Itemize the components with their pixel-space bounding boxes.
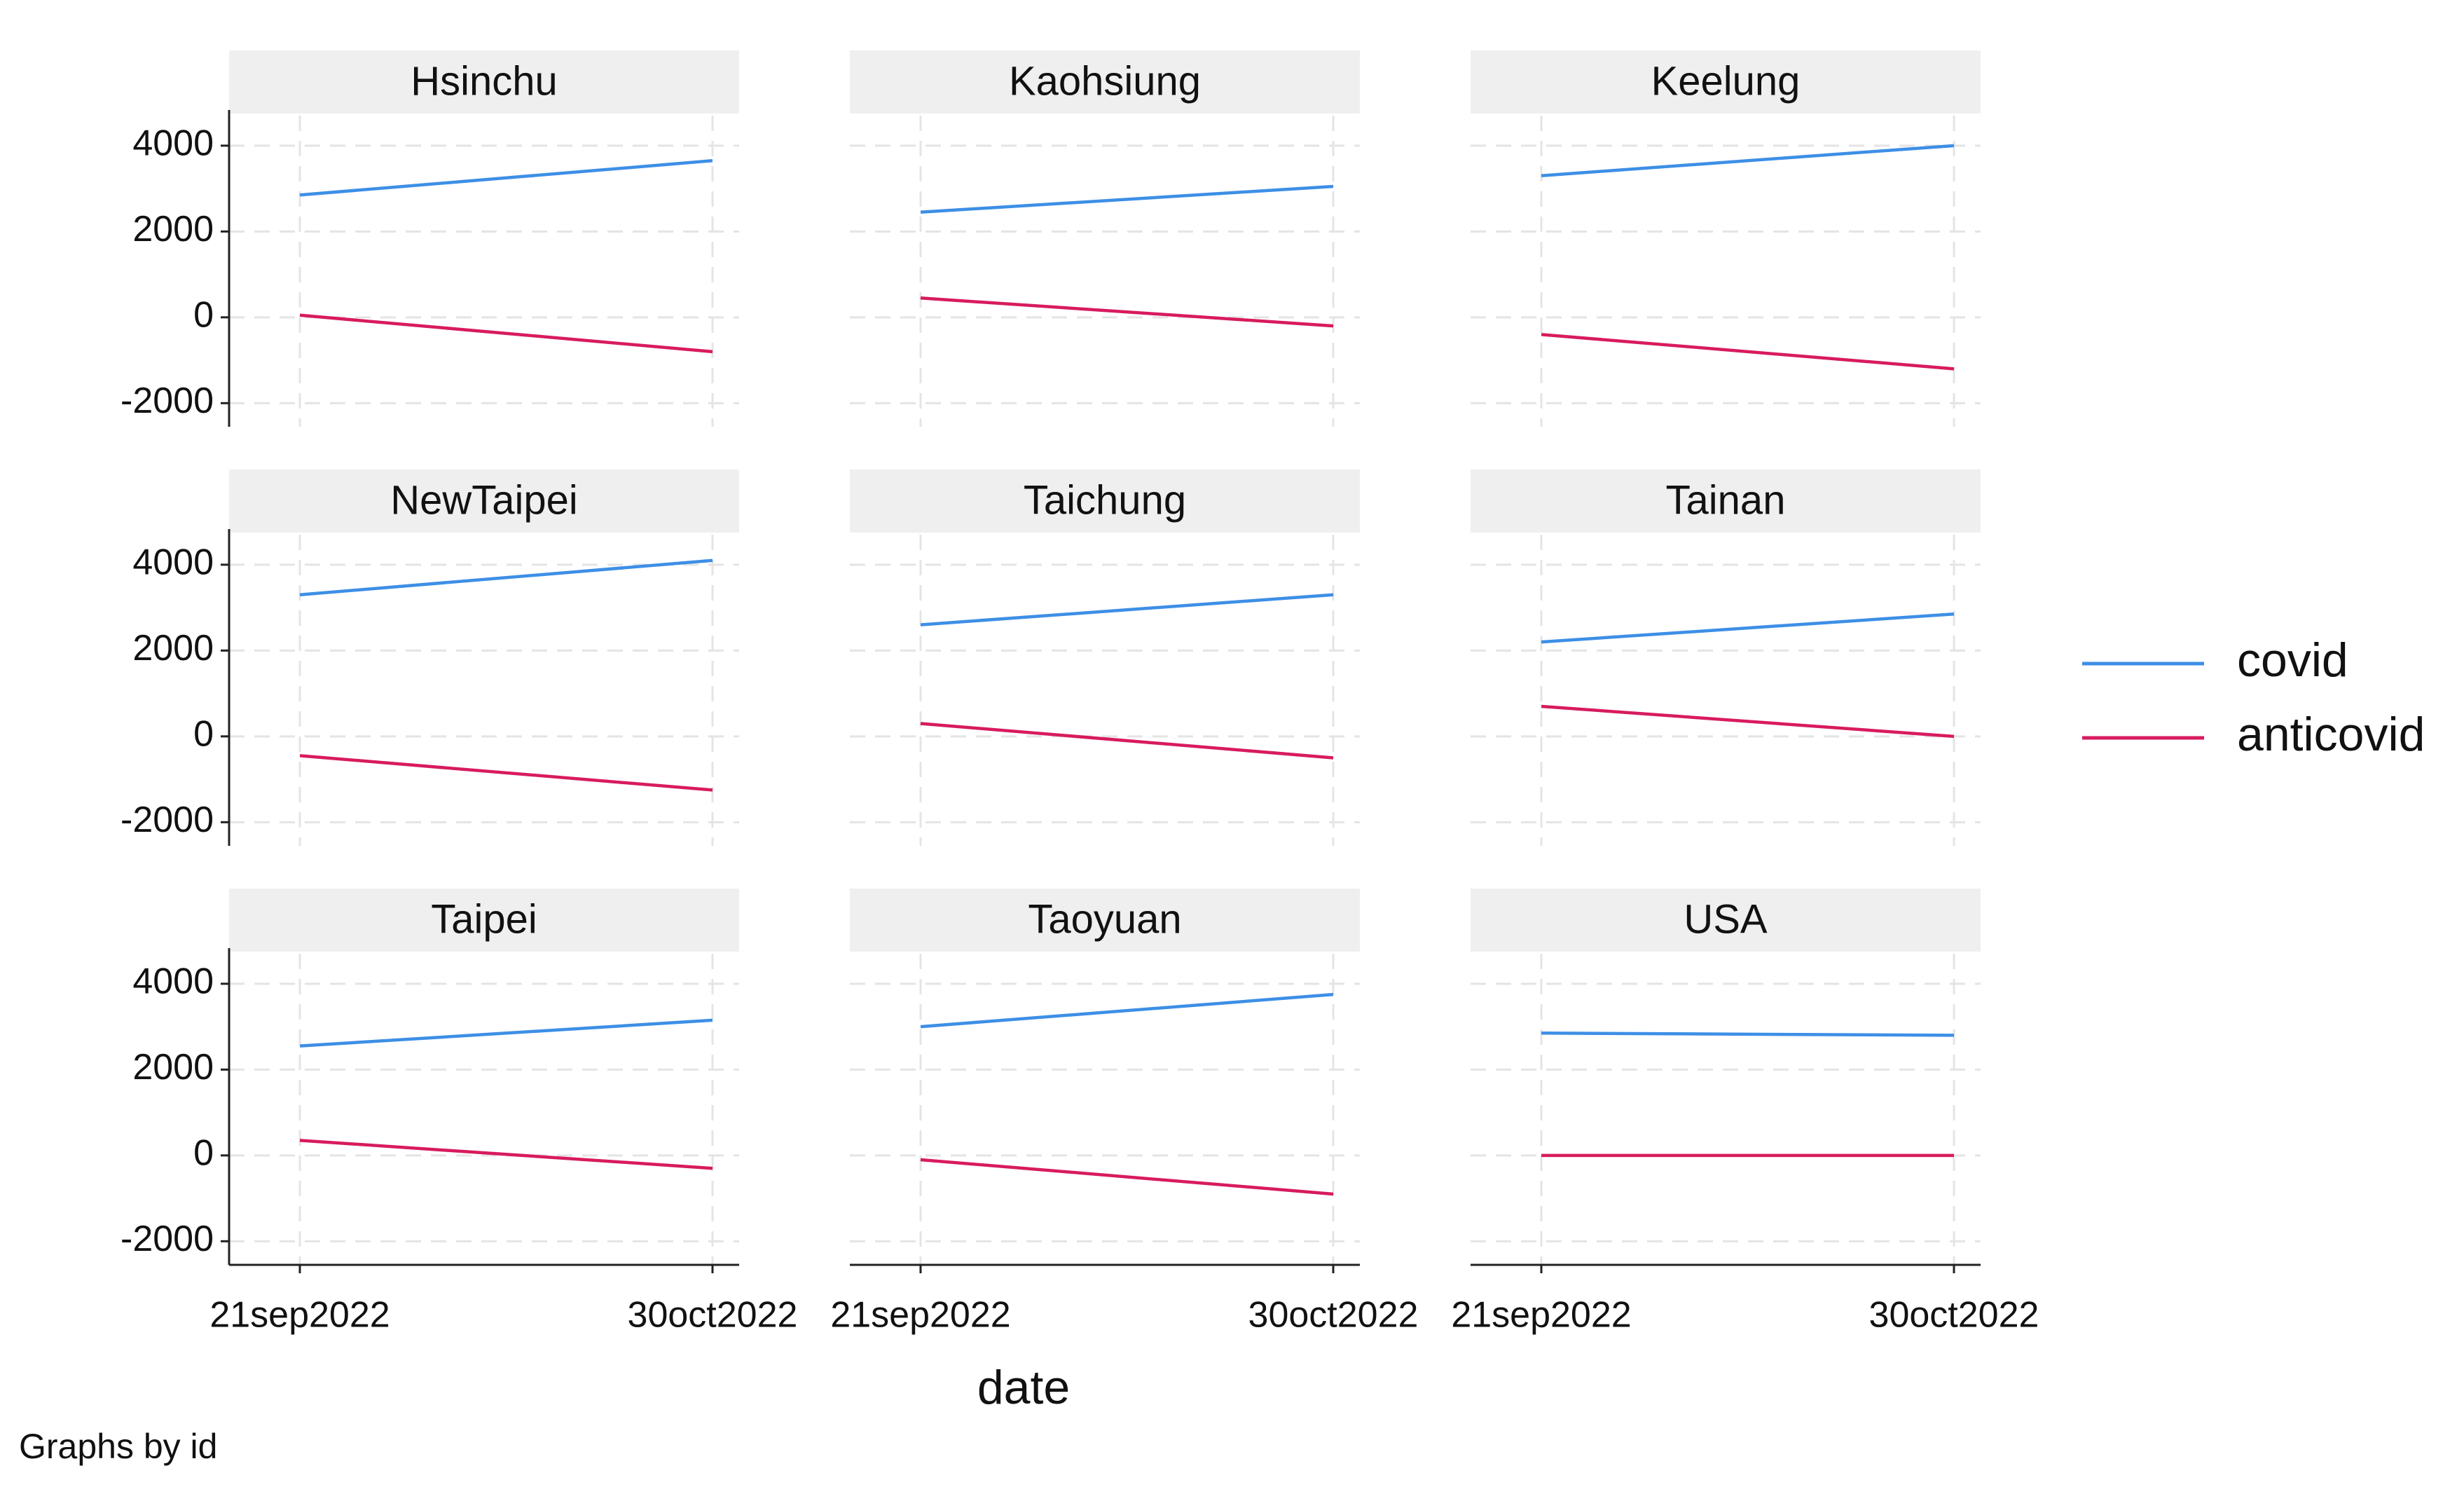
series-line (920, 992, 1334, 1029)
strip (850, 889, 1360, 952)
series-line (920, 593, 1334, 626)
panel-title: Taichung (1024, 477, 1186, 523)
strip (229, 889, 739, 952)
series-line (299, 159, 713, 197)
series-line (1541, 144, 1955, 177)
panel-title: Keelung (1651, 58, 1801, 104)
y-tick-label: 2000 (132, 628, 214, 669)
y-tick-label: 0 (193, 295, 214, 336)
y-tick-label: 4000 (132, 542, 214, 583)
x-axis-label: date (977, 1361, 1070, 1414)
series-line (299, 1018, 713, 1048)
x-tick-label: 21sep2022 (830, 1295, 1010, 1336)
panel-title: Hsinchu (411, 58, 558, 104)
x-tick-label: 30oct2022 (1869, 1295, 2039, 1336)
series-line (920, 1158, 1334, 1196)
series-line (920, 722, 1334, 760)
y-tick-label: 2000 (132, 209, 214, 249)
strip (1471, 889, 1981, 952)
y-tick-label: 2000 (132, 1047, 214, 1088)
strip (1471, 50, 1981, 114)
series-line (920, 296, 1334, 328)
legend-label: covid (2237, 633, 2348, 687)
series-line (1541, 1032, 1955, 1037)
y-tick-label: -2000 (121, 1219, 214, 1259)
y-tick-label: 4000 (132, 961, 214, 1002)
series-line (920, 184, 1334, 214)
x-tick-label: 30oct2022 (1248, 1295, 1419, 1336)
series-line (1541, 704, 1955, 739)
y-tick-label: -2000 (121, 381, 214, 421)
panel-title: Taoyuan (1028, 896, 1181, 942)
panel-title: Kaohsiung (1009, 58, 1201, 104)
series-line (299, 1139, 713, 1170)
y-tick-label: 0 (193, 1133, 214, 1174)
strip (850, 470, 1360, 533)
series-line (299, 754, 713, 792)
series-line (1541, 333, 1955, 371)
x-tick-label: 21sep2022 (1451, 1295, 1631, 1336)
x-tick-label: 21sep2022 (209, 1295, 390, 1336)
y-tick-label: 0 (193, 714, 214, 755)
panel-title: Taipei (431, 896, 537, 942)
series-line (299, 558, 713, 596)
panel-title: USA (1684, 896, 1768, 942)
strip (229, 470, 739, 533)
series-line (299, 313, 713, 354)
x-tick-label: 30oct2022 (628, 1295, 798, 1336)
note: Graphs by id (19, 1427, 217, 1466)
panel-title: NewTaipei (390, 477, 578, 523)
y-tick-label: -2000 (121, 800, 214, 840)
series-line (1541, 612, 1955, 644)
panel-title: Tainan (1666, 477, 1786, 523)
legend-label: anticovid (2237, 708, 2425, 761)
strip (229, 50, 739, 114)
strip (1471, 470, 1981, 533)
strip (850, 50, 1360, 114)
y-tick-label: 4000 (132, 123, 214, 164)
